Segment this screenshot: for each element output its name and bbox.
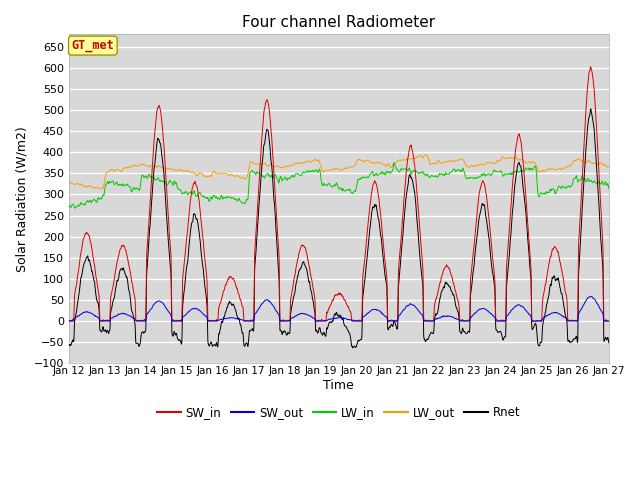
Y-axis label: Solar Radiation (W/m2): Solar Radiation (W/m2) (15, 126, 28, 272)
Title: Four channel Radiometer: Four channel Radiometer (242, 15, 435, 30)
X-axis label: Time: Time (323, 379, 354, 392)
Legend: SW_in, SW_out, LW_in, LW_out, Rnet: SW_in, SW_out, LW_in, LW_out, Rnet (152, 401, 525, 423)
Text: GT_met: GT_met (72, 39, 115, 52)
